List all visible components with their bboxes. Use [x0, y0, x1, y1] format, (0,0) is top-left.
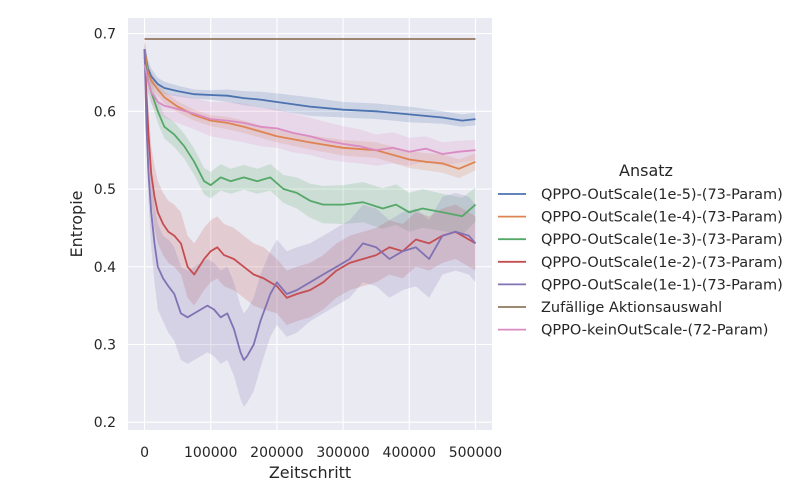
- legend-entry-label: QPPO-OutScale(1e-2)-(73-Param): [541, 255, 783, 271]
- series-lines: [143, 38, 477, 361]
- series-band-2: [144, 47, 476, 235]
- legend-entry-label: QPPO-OutScale(1e-3)-(73-Param): [541, 232, 783, 248]
- y-tick-label: 0.6: [94, 104, 116, 120]
- y-axis-label: Entropie: [67, 191, 86, 258]
- series-line-4: [143, 49, 477, 361]
- series-band-3: [144, 39, 476, 326]
- series-band-0: [144, 39, 476, 127]
- plot-area-background: [128, 18, 492, 430]
- x-tick-label: 500000: [449, 445, 502, 461]
- x-axis-ticks: 0 100000 200000 300000 400000 500000: [140, 445, 502, 461]
- y-tick-label: 0.2: [94, 415, 116, 431]
- y-tick-label: 0.7: [94, 27, 116, 43]
- legend-entry-label: QPPO-keinOutScale-(72-Param): [541, 323, 768, 339]
- legend-entry-label: QPPO-OutScale(1e-1)-(73-Param): [541, 277, 783, 293]
- x-tick-label: 300000: [316, 445, 369, 461]
- series-band-6: [144, 55, 476, 166]
- x-tick-label: 0: [140, 445, 149, 461]
- series-line-6: [143, 64, 476, 155]
- y-tick-label: 0.5: [94, 182, 116, 198]
- x-axis-label: Zeitschritt: [269, 463, 351, 482]
- series-line-0: [143, 48, 476, 122]
- series-line-1: [143, 48, 476, 170]
- x-tick-label: 100000: [184, 445, 237, 461]
- x-tick-label: 200000: [250, 445, 303, 461]
- legend-entry-label: Zufällige Aktionsauswahl: [541, 300, 722, 316]
- x-tick-label: 400000: [383, 445, 436, 461]
- legend-entry-label: QPPO-OutScale(1e-5)-(73-Param): [541, 187, 783, 203]
- y-axis-ticks: 0.2 0.3 0.4 0.5 0.6 0.7: [94, 27, 116, 432]
- y-tick-label: 0.3: [94, 337, 116, 353]
- legend-title: Ansatz: [619, 161, 673, 180]
- series-line-2: [143, 56, 477, 218]
- legend: QPPO-OutScale(1e-5)-(73-Param) QPPO-OutSc…: [498, 187, 783, 339]
- legend-entry-label: QPPO-OutScale(1e-4)-(73-Param): [541, 210, 783, 226]
- y-tick-label: 0.4: [94, 260, 116, 276]
